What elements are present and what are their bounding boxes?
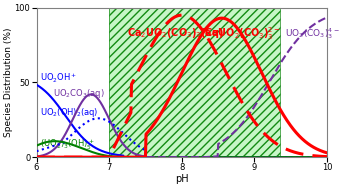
X-axis label: pH: pH bbox=[175, 174, 189, 184]
Text: Ca$_2$UO$_2$(CO$_3$)$_3$(aq): Ca$_2$UO$_2$(CO$_3$)$_3$(aq) bbox=[127, 26, 224, 40]
Text: UO$_2$(OH)$_2$(aq): UO$_2$(OH)$_2$(aq) bbox=[40, 106, 99, 119]
Text: UO$_2$OH$^+$: UO$_2$OH$^+$ bbox=[40, 72, 77, 85]
Text: (UO$_2$)$_3$(OH)$_5^+$: (UO$_2$)$_3$(OH)$_5^+$ bbox=[40, 138, 95, 152]
Text: UO$_2$(CO$_3$)$_3^{4-}$: UO$_2$(CO$_3$)$_3^{4-}$ bbox=[285, 26, 340, 41]
Text: CaUO$_2$(CO$_3$)$_3^{2-}$: CaUO$_2$(CO$_3$)$_3^{2-}$ bbox=[204, 26, 280, 42]
Bar bbox=[109, 8, 280, 157]
Text: UO$_2$CO$_3$(aq): UO$_2$CO$_3$(aq) bbox=[52, 87, 104, 100]
Bar bbox=[109, 8, 280, 157]
Y-axis label: Species Distribution (%): Species Distribution (%) bbox=[4, 28, 13, 137]
